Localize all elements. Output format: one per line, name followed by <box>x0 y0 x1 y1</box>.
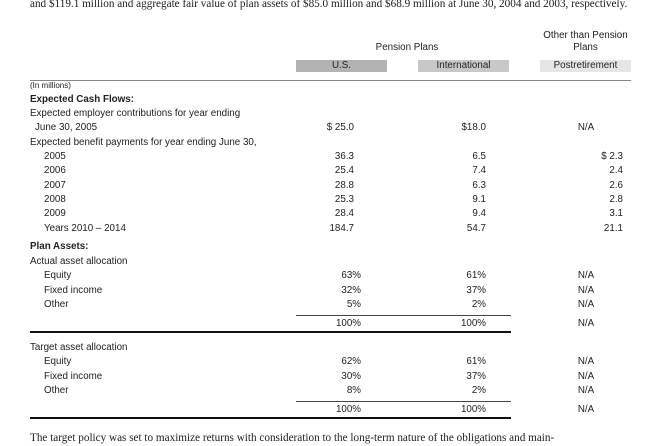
rule <box>30 331 511 333</box>
table-cell: 2.6 <box>609 180 623 191</box>
rule <box>30 80 631 81</box>
row-label: Fixed income <box>44 285 103 296</box>
row-label: Other <box>44 299 69 310</box>
table-cell: 25.4 <box>334 165 354 176</box>
table-cell: 2% <box>471 299 486 310</box>
table-cell: 37% <box>466 285 486 296</box>
column-header: U.S. <box>296 60 387 72</box>
row-label: 2008 <box>44 194 66 205</box>
table-cell: 62% <box>341 356 361 367</box>
table-cell: N/A <box>577 385 595 396</box>
table-cell: 28.4 <box>334 208 354 219</box>
group-header: Other than Pension Plans <box>543 30 628 53</box>
table-cell: N/A <box>577 122 595 133</box>
table-cell: 7.4 <box>472 165 486 176</box>
table-cell: N/A <box>577 371 595 382</box>
rule <box>296 401 511 402</box>
rule <box>30 417 511 419</box>
table-cell: 54.7 <box>466 223 486 234</box>
table-cell: 2.4 <box>609 165 623 176</box>
group-header: Pension Plans <box>375 42 439 53</box>
table-cell: 184.7 <box>329 223 354 234</box>
footer-text: The target policy was set to maximize re… <box>30 432 555 444</box>
table-cell: 2% <box>471 385 486 396</box>
table-cell: N/A <box>577 285 595 296</box>
table-cell: 100% <box>335 404 361 415</box>
section-heading: Plan Assets: <box>30 241 89 252</box>
row-label: Years 2010 – 2014 <box>44 223 126 234</box>
table-cell: 9.1 <box>472 194 486 205</box>
table-cell: $ 25.0 <box>326 122 354 133</box>
table-cell: 30% <box>341 371 361 382</box>
table-cell: N/A <box>577 270 595 281</box>
table-cell: 6.3 <box>472 180 486 191</box>
table-cell: 63% <box>341 270 361 281</box>
row-label: Other <box>44 385 69 396</box>
row-label: 2007 <box>44 180 66 191</box>
table-cell: 61% <box>466 270 486 281</box>
table-cell: 32% <box>341 285 361 296</box>
table-cell: N/A <box>577 356 595 367</box>
table-cell: 8% <box>346 385 361 396</box>
column-header: Postretirement <box>540 60 631 72</box>
table-cell: 6.5 <box>472 151 486 162</box>
table-cell: 21.1 <box>603 223 623 234</box>
row-label: Fixed income <box>44 371 103 382</box>
table-cell: 25.3 <box>334 194 354 205</box>
table-cell: 100% <box>335 318 361 329</box>
table-cell: 5% <box>346 299 361 310</box>
table-cell: 2.8 <box>609 194 623 205</box>
row-label: Actual asset allocation <box>30 256 128 267</box>
table-cell: 9.4 <box>472 208 486 219</box>
rule <box>296 315 511 316</box>
column-header: International <box>418 60 509 72</box>
table-cell: 100% <box>460 318 486 329</box>
row-label: 2005 <box>44 151 66 162</box>
row-label: Target asset allocation <box>30 342 128 353</box>
table-cell: 36.3 <box>334 151 354 162</box>
table-cell: 28.8 <box>334 180 354 191</box>
row-label: Expected employer contributions for year… <box>30 108 241 119</box>
table-cell: N/A <box>577 299 595 310</box>
row-label: 2006 <box>44 165 66 176</box>
table-cell: $ 2.3 <box>601 151 623 162</box>
table-cell: 61% <box>466 356 486 367</box>
table-cell: N/A <box>577 404 595 415</box>
row-label: (In millions) <box>30 81 71 90</box>
section-heading: Expected Cash Flows: <box>30 94 134 105</box>
row-label: Equity <box>44 356 72 367</box>
table-cell: $18.0 <box>461 122 486 133</box>
row-label: June 30, 2005 <box>35 122 98 133</box>
table-cell: 37% <box>466 371 486 382</box>
table-cell: N/A <box>577 318 595 329</box>
row-label: 2009 <box>44 208 66 219</box>
row-label: Expected benefit payments for year endin… <box>30 137 257 148</box>
row-label: Equity <box>44 270 72 281</box>
intro-text: and $119.1 million and aggregate fair va… <box>30 0 628 10</box>
table-cell: 100% <box>460 404 486 415</box>
table-cell: 3.1 <box>609 208 623 219</box>
